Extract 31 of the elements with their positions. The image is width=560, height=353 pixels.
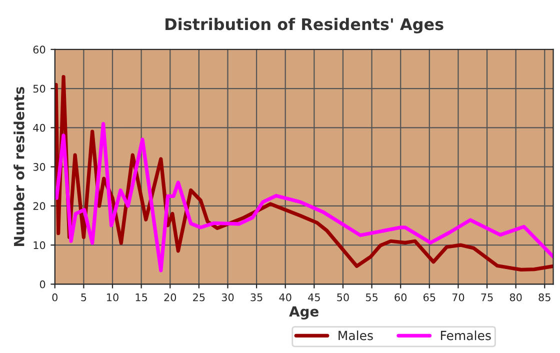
x-tick-label: 15 [136,294,148,302]
y-tick-label: 10 [34,241,46,250]
x-tick-label: 0 [52,293,58,302]
legend-label: Females [440,330,491,340]
x-tick-label: 85 [538,293,550,302]
x-tick-label: 20 [164,293,176,302]
x-tick-label: 35 [250,293,262,302]
x-tick-label: 30 [222,293,234,302]
y-tick-label: 30 [33,163,46,171]
x-tick-label: 60 [394,293,407,302]
x-tick-label: 25 [193,293,205,302]
y-tick-label: 60 [33,46,46,54]
x-tick-label: 55 [366,294,378,302]
x-tick-label: 80 [510,293,522,302]
x-tick-label: 70 [452,293,464,302]
x-tick-label: 50 [337,293,349,302]
y-tick-label: 40 [33,124,46,132]
y-axis-title: Number of residents [14,87,24,246]
legend-label: Males [338,330,373,340]
x-axis-title: Age [289,306,318,320]
x-tick-label: 45 [308,294,320,302]
x-tick-label: 10 [107,293,118,302]
y-tick-label: 0 [40,280,46,288]
x-tick-label: 40 [279,293,292,302]
x-tick-label: 75 [481,294,493,302]
y-tick-label: 50 [33,84,46,93]
y-tick-label: 20 [33,202,46,210]
chart-title: Distribution of Residents' Ages [166,18,444,34]
line-series [54,122,554,272]
x-tick-label: 65 [424,293,436,302]
x-tick-label: 5 [81,294,86,302]
